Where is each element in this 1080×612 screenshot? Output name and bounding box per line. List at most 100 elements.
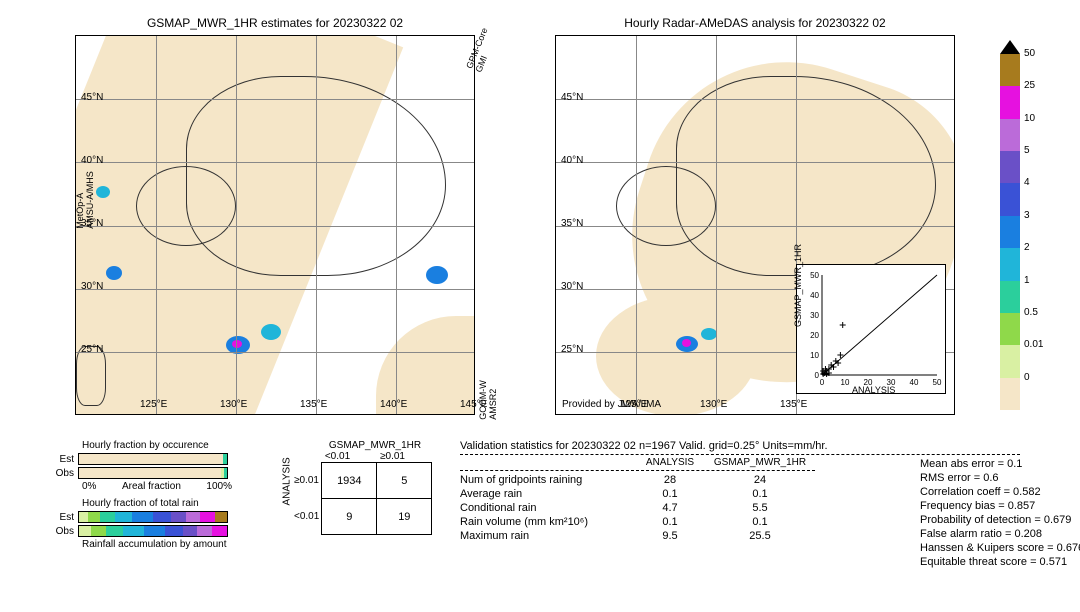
map-ytick: 35°N — [561, 218, 583, 229]
svg-text:30: 30 — [810, 311, 819, 320]
stat-row: Average rain0.10.1 — [460, 487, 920, 501]
bar-segment — [215, 512, 227, 522]
stat-row: Rain volume (mm km²10⁶)0.10.1 — [460, 515, 920, 529]
swath-label-br: GCOM-W AMSR2 — [478, 380, 498, 420]
coastline — [136, 166, 236, 246]
stat-value: 0.1 — [705, 488, 815, 500]
map-xtick: 135°E — [300, 399, 327, 410]
colorbar-tick: 5 — [1024, 145, 1030, 156]
map-xtick: 125°E — [620, 399, 647, 410]
scatter-svg: 01020304050 01020304050 — [797, 265, 947, 395]
bar-segment — [79, 468, 221, 478]
bar-segment — [79, 512, 88, 522]
stat-line: Correlation coeff = 0.582 — [920, 485, 1080, 499]
bar-segment — [144, 526, 165, 536]
map-xtick: 140°E — [380, 399, 407, 410]
colorbar-segment — [1000, 216, 1020, 248]
colorbar-segment — [1000, 183, 1020, 215]
stat-value: 5.5 — [705, 502, 815, 514]
bar-segment — [100, 512, 115, 522]
coverage-fill — [596, 296, 756, 415]
map-xtick: 135°E — [780, 399, 807, 410]
colorbar-segment — [1000, 345, 1020, 377]
ct-cell: 1934 — [322, 463, 377, 499]
precip-spot — [106, 266, 122, 280]
svg-text:40: 40 — [910, 378, 919, 387]
swath-label-tr: GPM-Core GMI — [464, 26, 499, 73]
stats-title: Validation statistics for 20230322 02 n=… — [460, 440, 1080, 452]
bar-segment — [212, 526, 227, 536]
axis-tick: 100% — [206, 481, 232, 492]
map-xtick: 130°E — [700, 399, 727, 410]
map-ytick: 25°N — [561, 344, 583, 355]
stat-value: 0.1 — [635, 488, 705, 500]
colorbar-tick: 0 — [1024, 372, 1030, 383]
map-ytick: 45°N — [561, 92, 583, 103]
stat-value: 0.1 — [635, 516, 705, 528]
stat-name: Conditional rain — [460, 502, 635, 514]
bar-segment — [115, 512, 133, 522]
swath-label-left: MetOp-A AMSU-A/MHS — [75, 171, 95, 229]
colorbar-segment — [1000, 378, 1020, 410]
bar-segment — [88, 512, 100, 522]
scatter-point — [840, 322, 846, 328]
precip-spot — [96, 186, 110, 198]
colorbar-tick: 10 — [1024, 113, 1035, 124]
stat-line: False alarm ratio = 0.208 — [920, 527, 1080, 541]
map-xtick: 125°E — [140, 399, 167, 410]
stacked-bar — [78, 525, 228, 537]
bar-segment — [223, 454, 227, 464]
stats-col-head: GSMAP_MWR_1HR — [705, 457, 815, 468]
stat-value: 9.5 — [635, 530, 705, 542]
precip-spot — [426, 266, 448, 284]
coastline — [616, 166, 716, 246]
colorbar-tick: 0.01 — [1024, 339, 1043, 350]
map-ytick: 30°N — [561, 281, 583, 292]
total-rain-title: Hourly fraction of total rain — [82, 498, 232, 509]
colorbar-segment — [1000, 151, 1020, 183]
stat-line: Hanssen & Kuipers score = 0.676 — [920, 541, 1080, 555]
stat-row: Maximum rain9.525.5 — [460, 529, 920, 543]
hourly-fraction-title: Hourly fraction by occurence — [82, 440, 232, 451]
bar-row-label: Est — [50, 512, 78, 523]
precip-spot — [232, 340, 242, 348]
stat-line: Equitable threat score = 0.571 — [920, 555, 1080, 569]
bar-segment — [106, 526, 124, 536]
ct-row-label: <0.01 — [294, 511, 319, 522]
stat-line: Frequency bias = 0.857 — [920, 499, 1080, 513]
svg-text:20: 20 — [810, 331, 819, 340]
colorbar-tick: 1 — [1024, 275, 1030, 286]
stats-col-head: ANALYSIS — [635, 457, 705, 468]
stat-value: 25.5 — [705, 530, 815, 542]
map-ytick: 40°N — [81, 155, 103, 166]
bar-row-label: Est — [50, 454, 78, 465]
ct-cell: 19 — [377, 499, 432, 535]
colorbar-tick: 50 — [1024, 48, 1035, 59]
map-xtick: 130°E — [220, 399, 247, 410]
svg-text:50: 50 — [810, 271, 819, 280]
scatter-inset: 01020304050 01020304050 ANALYSIS GSMAP_M… — [796, 264, 946, 394]
ct-cell: 5 — [377, 463, 432, 499]
stat-name: Maximum rain — [460, 530, 635, 542]
colorbar-segment — [1000, 86, 1020, 118]
coastline — [76, 346, 106, 406]
bar-row: Est — [50, 511, 232, 523]
stat-name: Num of gridpoints raining — [460, 474, 635, 486]
bar-segment — [183, 526, 198, 536]
figure-root: GSMAP_MWR_1HR estimates for 20230322 02 … — [0, 0, 1080, 612]
stat-line: Mean abs error = 0.1 — [920, 457, 1080, 471]
rainfall-accum-footer: Rainfall accumulation by amount — [82, 539, 232, 550]
map-ytick: 40°N — [561, 155, 583, 166]
stat-name: Average rain — [460, 488, 635, 500]
colorbar-arrow — [1000, 40, 1020, 54]
map-ytick: 45°N — [81, 92, 103, 103]
precip-spot — [682, 339, 691, 347]
bar-row: Est — [50, 453, 232, 465]
colorbar-tick: 25 — [1024, 80, 1035, 91]
bar-segment — [79, 454, 223, 464]
colorbar: 502510543210.50.010 — [1000, 40, 1020, 410]
map-ytick: 25°N — [81, 344, 103, 355]
stat-value: 0.1 — [705, 516, 815, 528]
svg-text:10: 10 — [841, 378, 850, 387]
axis-tick: Areal fraction — [122, 481, 181, 492]
